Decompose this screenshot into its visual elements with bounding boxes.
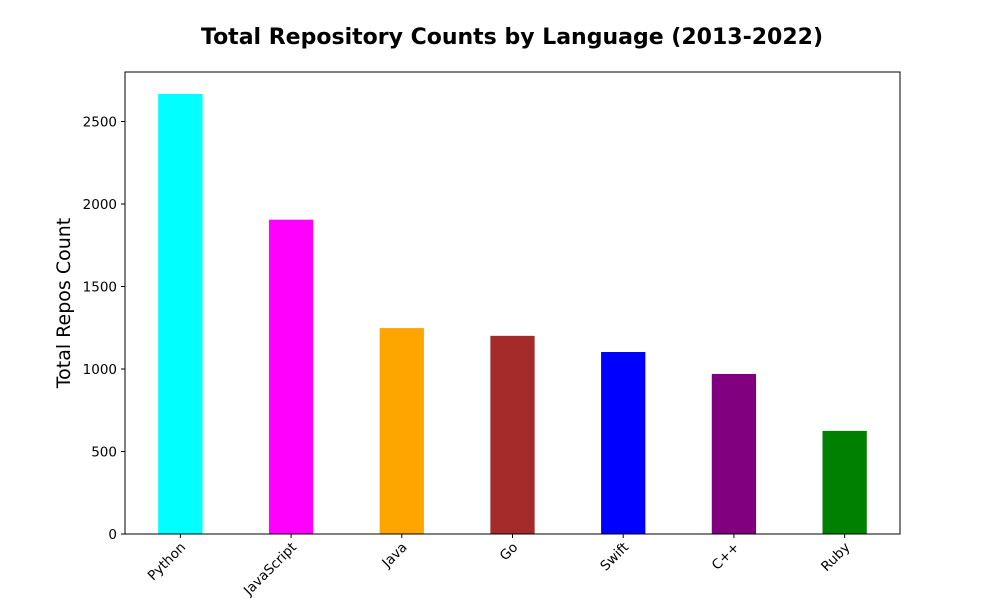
y-tick-label: 2000 (83, 197, 117, 213)
x-tick-label: Go (497, 540, 522, 565)
x-tick-label: Python (145, 540, 189, 584)
bar-go (490, 335, 535, 534)
x-tick-label: C++ (709, 540, 743, 574)
y-tick-label: 500 (91, 445, 117, 461)
x-tick-label: JavaScript (240, 540, 300, 600)
y-axis-label: Total Repos Count (53, 218, 75, 390)
x-axis-ticks: Python JavaScript Java Go Swift C++ Ruby (145, 534, 853, 600)
y-tick-label: 0 (108, 527, 117, 543)
y-tick-label: 2500 (83, 115, 117, 131)
bar-swift (601, 352, 646, 534)
bars-layer (158, 93, 867, 535)
x-tick-label: Ruby (818, 540, 853, 575)
chart-title: Total Repository Counts by Language (201… (201, 25, 823, 50)
bar-ruby (822, 430, 867, 534)
y-tick-label: 1500 (83, 280, 117, 296)
y-axis-ticks: 0 500 1000 1500 2000 2500 (83, 115, 125, 543)
bar-java (379, 328, 424, 534)
bar-python (158, 93, 203, 534)
x-tick-label: Swift (597, 540, 632, 575)
x-tick-label: Java (378, 540, 410, 572)
bar-javascript (268, 219, 314, 535)
bar-cplusplus (711, 373, 757, 534)
y-tick-label: 1000 (83, 362, 117, 378)
